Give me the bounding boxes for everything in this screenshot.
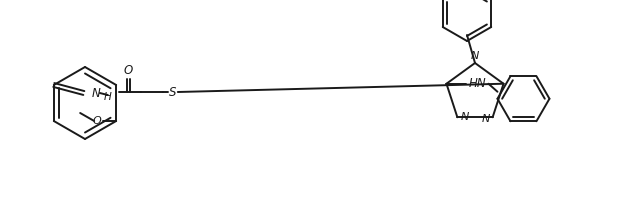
Text: N: N: [92, 87, 101, 100]
Text: N: N: [460, 112, 469, 122]
Text: HN: HN: [468, 77, 486, 90]
Text: S: S: [169, 85, 177, 99]
Text: N: N: [481, 114, 490, 124]
Text: O: O: [92, 116, 101, 126]
Text: H: H: [104, 92, 111, 102]
Text: N: N: [471, 51, 479, 61]
Text: O: O: [123, 64, 133, 77]
